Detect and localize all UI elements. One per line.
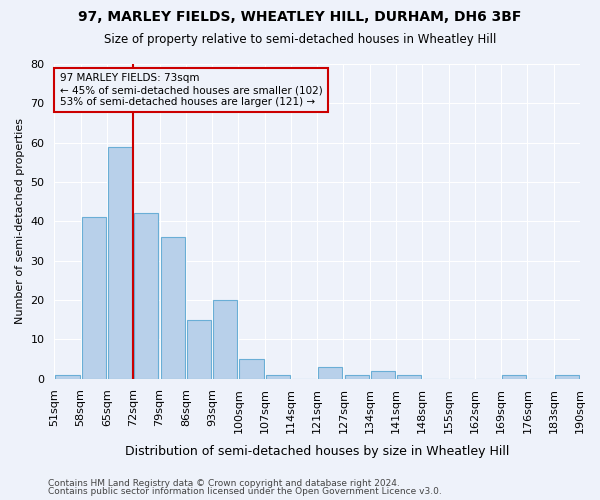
Bar [55,374,80,378]
Y-axis label: Number of semi-detached properties: Number of semi-detached properties [15,118,25,324]
Bar [266,374,290,378]
Bar [502,374,526,378]
Text: Contains public sector information licensed under the Open Government Licence v3: Contains public sector information licen… [48,487,442,496]
Bar [213,300,238,378]
X-axis label: Distribution of semi-detached houses by size in Wheatley Hill: Distribution of semi-detached houses by … [125,444,509,458]
Bar [371,371,395,378]
Bar [344,374,369,378]
Bar [161,237,185,378]
Bar [82,218,106,378]
Bar [187,320,211,378]
Text: 97, MARLEY FIELDS, WHEATLEY HILL, DURHAM, DH6 3BF: 97, MARLEY FIELDS, WHEATLEY HILL, DURHAM… [79,10,521,24]
Bar [318,367,343,378]
Bar [134,214,158,378]
Text: Size of property relative to semi-detached houses in Wheatley Hill: Size of property relative to semi-detach… [104,32,496,46]
Bar [397,374,421,378]
Text: Contains HM Land Registry data © Crown copyright and database right 2024.: Contains HM Land Registry data © Crown c… [48,478,400,488]
Bar [108,146,132,378]
Bar [555,374,579,378]
Bar [239,359,263,378]
Text: 97 MARLEY FIELDS: 73sqm
← 45% of semi-detached houses are smaller (102)
53% of s: 97 MARLEY FIELDS: 73sqm ← 45% of semi-de… [59,74,322,106]
